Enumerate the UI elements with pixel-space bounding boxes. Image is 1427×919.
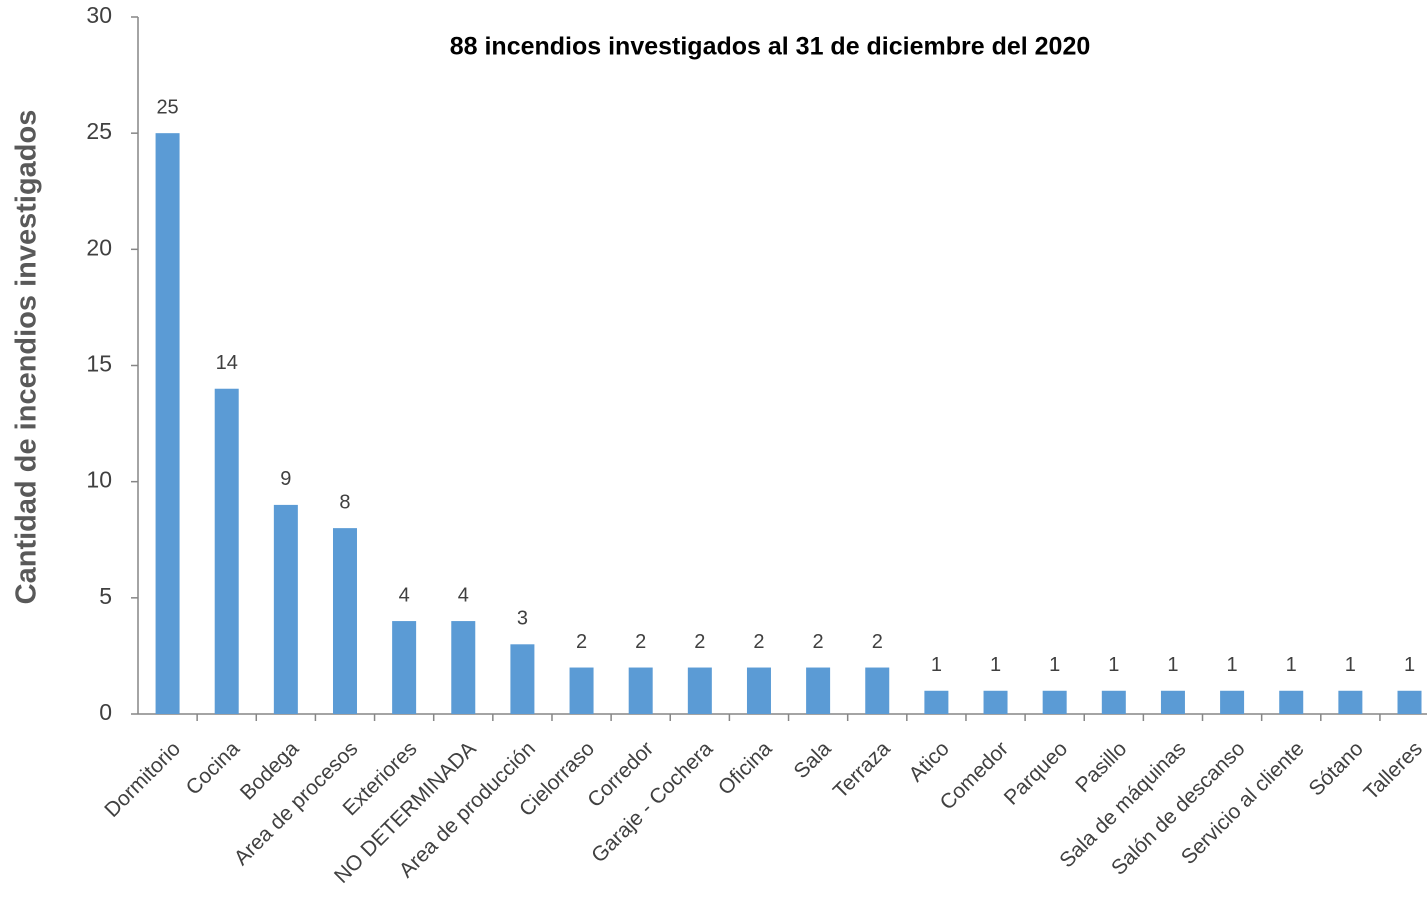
bar (569, 667, 594, 714)
chart-subtitle: 88 incendios investigados al 31 de dicie… (450, 33, 1091, 61)
y-tick-label: 15 (86, 351, 112, 377)
data-label: 1 (1108, 654, 1119, 676)
bar (332, 528, 357, 714)
data-label: 2 (635, 631, 646, 653)
bar (924, 690, 949, 714)
bar (806, 667, 831, 714)
data-label: 25 (156, 96, 178, 118)
bar (687, 667, 712, 714)
x-tick-label: Parqueo (1000, 737, 1072, 809)
y-tick-label: 10 (86, 467, 112, 493)
data-label: 2 (813, 631, 824, 653)
bar (1220, 690, 1245, 714)
bar (1338, 690, 1363, 714)
y-tick-label: 5 (99, 583, 112, 609)
data-label: 4 (458, 584, 469, 606)
data-label: 2 (694, 631, 705, 653)
bar (865, 667, 890, 714)
x-tick-label: Terraza (829, 737, 895, 803)
data-label: 1 (990, 654, 1001, 676)
bar (1279, 690, 1304, 714)
bar (1397, 690, 1422, 714)
data-label: 1 (931, 654, 942, 676)
bar (155, 133, 180, 714)
bar (392, 621, 417, 714)
data-label: 1 (1345, 654, 1356, 676)
data-label: 8 (339, 491, 350, 513)
bar (1101, 690, 1126, 714)
x-tick-label: Talleres (1360, 737, 1427, 804)
x-tick-label: Dormitorio (100, 737, 185, 822)
x-tick-label: Cocina (182, 737, 245, 800)
bar (451, 621, 476, 714)
bar (746, 667, 771, 714)
data-label: 9 (280, 468, 291, 490)
data-label: 2 (872, 631, 883, 653)
data-label: 3 (517, 608, 528, 630)
data-label: 4 (399, 584, 410, 606)
data-label: 1 (1049, 654, 1060, 676)
bar (1042, 690, 1067, 714)
bar (214, 388, 239, 714)
data-label: 1 (1167, 654, 1178, 676)
bar (273, 504, 298, 714)
data-label: 1 (1227, 654, 1238, 676)
y-tick-label: 25 (86, 118, 112, 144)
bar (983, 690, 1008, 714)
data-label: 2 (753, 631, 764, 653)
x-tick-label: Oficina (714, 737, 777, 800)
y-tick-label: 0 (99, 699, 112, 725)
x-tick-label: Atico (905, 737, 954, 786)
data-label: 2 (576, 631, 587, 653)
data-label: 1 (1286, 654, 1297, 676)
x-tick-label: Sótano (1304, 737, 1367, 800)
y-axis-title: Cantidad de incendios investigados (11, 110, 43, 605)
bar (628, 667, 653, 714)
data-label: 1 (1404, 654, 1415, 676)
x-tick-label: Sala (790, 737, 836, 783)
y-tick-label: 30 (86, 2, 112, 28)
bar (1160, 690, 1185, 714)
data-label: 14 (216, 352, 238, 374)
bar (510, 644, 535, 714)
y-tick-label: 20 (86, 234, 112, 260)
